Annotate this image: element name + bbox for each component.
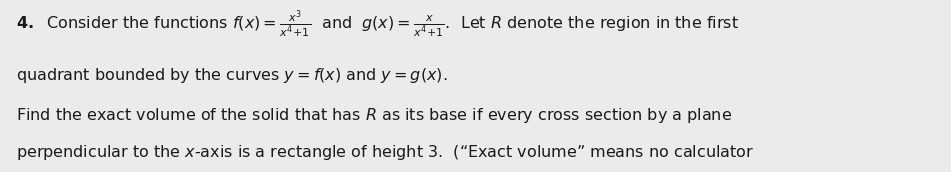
Text: quadrant bounded by the curves $y = f(x)$ and $y = g(x)$.: quadrant bounded by the curves $y = f(x)… <box>16 66 448 85</box>
Text: $\mathbf{4.}$  Consider the functions $f(x) = \frac{x^3}{x^4\!+\!1}$  and  $g(x): $\mathbf{4.}$ Consider the functions $f(… <box>16 8 739 40</box>
Text: perpendicular to the $x$-axis is a rectangle of height 3.  (“Exact volume” means: perpendicular to the $x$-axis is a recta… <box>16 143 754 162</box>
Text: Find the exact volume of the solid that has $R$ as its base if every cross secti: Find the exact volume of the solid that … <box>16 106 732 125</box>
